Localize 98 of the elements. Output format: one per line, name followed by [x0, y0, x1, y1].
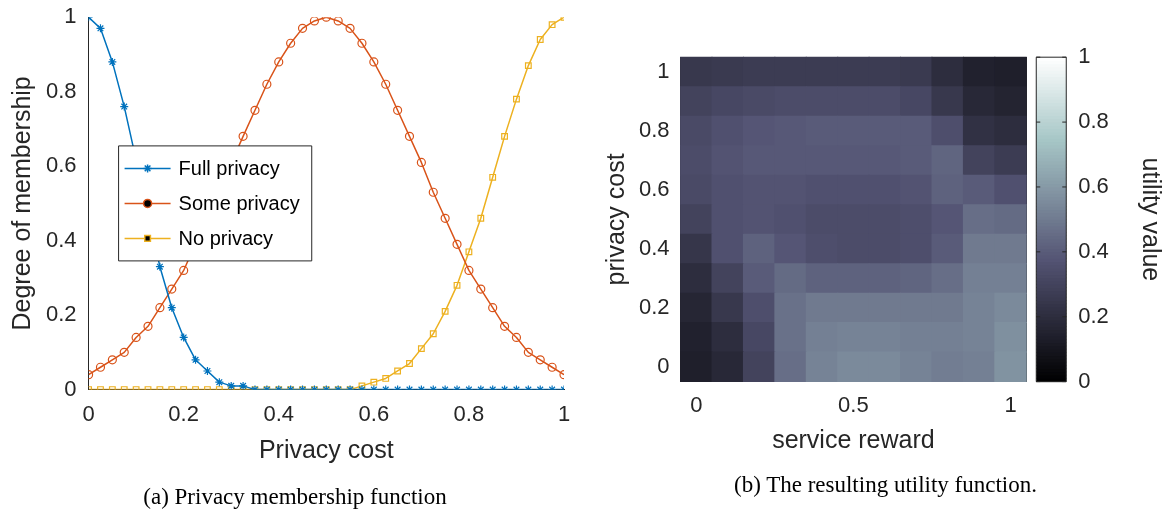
point	[416, 157, 426, 168]
point	[404, 131, 415, 141]
point	[477, 214, 485, 222]
color-bar-label: 0.2	[1078, 302, 1109, 328]
point	[286, 38, 296, 48]
point	[262, 79, 272, 89]
legend-label: Full privacy	[178, 156, 280, 179]
point	[155, 262, 165, 272]
point	[548, 21, 556, 29]
point	[226, 381, 236, 390]
x-axis-title: service reward	[772, 424, 935, 453]
point	[119, 101, 129, 112]
point	[417, 345, 425, 353]
y-tick-label: 0.6	[45, 152, 77, 178]
point	[406, 360, 413, 367]
point	[441, 307, 449, 315]
color-bar-label: 0.6	[1078, 173, 1109, 199]
x-tick-label: 0.5	[838, 391, 869, 417]
color-bar-label: 0.8	[1078, 108, 1109, 134]
y-tick-label: 0.4	[638, 234, 670, 260]
point	[143, 321, 153, 331]
point	[95, 23, 106, 33]
y-tick-label: 1	[657, 58, 670, 84]
legend-label: No privacy	[178, 226, 274, 249]
point	[131, 332, 141, 343]
point	[394, 367, 402, 375]
point	[547, 362, 557, 372]
point	[190, 355, 201, 365]
point	[179, 265, 189, 276]
y-tick-label: 0.4	[45, 226, 77, 252]
x-tick-label: 0.2	[168, 400, 199, 426]
point	[453, 281, 461, 289]
point	[476, 284, 486, 294]
color-bar-label: 0	[1078, 367, 1091, 393]
color-bar-title: utility value	[1138, 157, 1167, 282]
point	[511, 332, 522, 343]
x-tick-label: 1	[1004, 391, 1017, 417]
point	[297, 23, 308, 33]
point	[465, 248, 473, 256]
point	[167, 284, 177, 294]
point	[274, 57, 284, 67]
point	[369, 57, 379, 67]
point	[345, 23, 355, 33]
point	[155, 303, 165, 313]
point	[167, 303, 177, 313]
x-tick-label: 0	[82, 400, 95, 426]
legend-label: Some privacy	[178, 191, 300, 214]
text: (b) The resulting utility function.	[733, 472, 1038, 498]
y-axis-title: Degree of membership	[6, 76, 35, 331]
point	[119, 347, 129, 357]
point	[428, 187, 438, 197]
point	[179, 332, 189, 343]
point	[107, 57, 117, 67]
x-tick-label: 0.4	[263, 400, 295, 426]
point	[501, 132, 508, 140]
point	[524, 62, 532, 70]
point	[488, 303, 498, 313]
y-tick-label: 0.6	[638, 175, 670, 201]
point	[499, 321, 510, 331]
y-axis-title: privacy cost	[600, 153, 629, 286]
x-axis-title: Privacy cost	[258, 434, 394, 463]
point	[214, 377, 224, 387]
point	[250, 105, 260, 115]
point	[381, 79, 391, 89]
point	[238, 131, 248, 141]
point	[202, 366, 213, 376]
point	[357, 38, 367, 48]
y-tick-label: 0.8	[638, 116, 670, 142]
y-tick-label: 0.2	[45, 301, 77, 327]
point	[489, 173, 497, 181]
point	[370, 378, 378, 386]
point	[333, 17, 343, 26]
point	[95, 362, 106, 372]
y-tick-label: 1	[64, 3, 77, 29]
point	[513, 95, 520, 103]
text: (a) Privacy membership function	[142, 484, 448, 510]
point	[382, 375, 390, 382]
y-tick-label: 0	[64, 375, 77, 401]
x-tick-label: 0.8	[453, 400, 485, 426]
point	[452, 239, 462, 249]
y-tick-label: 0.2	[638, 293, 670, 319]
y-tick-label: 0.8	[45, 77, 77, 103]
x-tick-label: 0	[690, 391, 703, 417]
point	[393, 105, 403, 115]
point	[309, 17, 320, 26]
color-bar-label: 1	[1078, 43, 1091, 69]
y-tick-label: 0	[657, 352, 670, 378]
x-tick-label: 0.6	[358, 400, 390, 426]
point	[536, 36, 544, 43]
point	[429, 330, 437, 338]
point	[464, 265, 474, 276]
color-bar-label: 0.4	[1078, 237, 1109, 263]
x-tick-label: 1	[557, 400, 571, 426]
point	[107, 355, 117, 365]
point	[238, 381, 248, 390]
point	[535, 355, 545, 365]
point	[523, 347, 533, 357]
point	[440, 213, 450, 223]
